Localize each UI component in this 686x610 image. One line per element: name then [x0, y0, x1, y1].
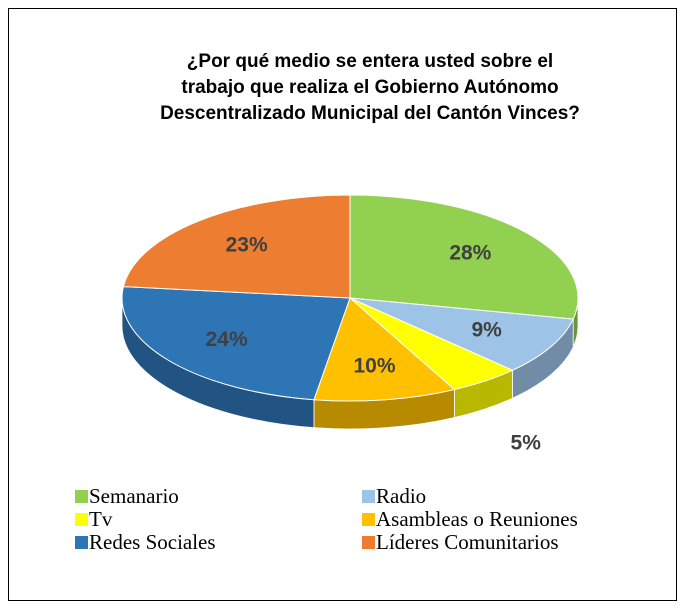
legend-swatch [362, 536, 375, 549]
legend-swatch [75, 490, 88, 503]
slice [349, 194, 579, 320]
chart-title: Descentralizado Municipal del Cantón Vin… [160, 103, 580, 124]
data-label: 28% [449, 241, 491, 264]
slice [349, 297, 574, 371]
legend-label: Líderes Comunitarios [376, 530, 559, 554]
data-label: 23% [226, 233, 268, 256]
legend-swatch [75, 536, 88, 549]
slice [122, 194, 351, 299]
data-label: 5% [511, 431, 542, 454]
legend-swatch [75, 513, 88, 526]
legend-label: Radio [376, 484, 426, 508]
legend-label: Tv [89, 507, 113, 531]
data-label: 9% [471, 319, 502, 342]
legend-label: Asambleas o Reuniones [376, 507, 578, 531]
data-label: 10% [353, 355, 395, 378]
legend-swatch [362, 490, 375, 503]
slice [121, 286, 351, 401]
chart-title: ¿Por qué medio se entera usted sobre el [187, 51, 553, 72]
data-label: 24% [206, 328, 248, 351]
chart-title: trabajo que realiza el Gobierno Autónomo [181, 77, 558, 98]
slice [313, 297, 456, 402]
legend-swatch [362, 513, 375, 526]
legend-label: Semanario [89, 484, 179, 508]
legend-label: Redes Sociales [89, 530, 216, 554]
